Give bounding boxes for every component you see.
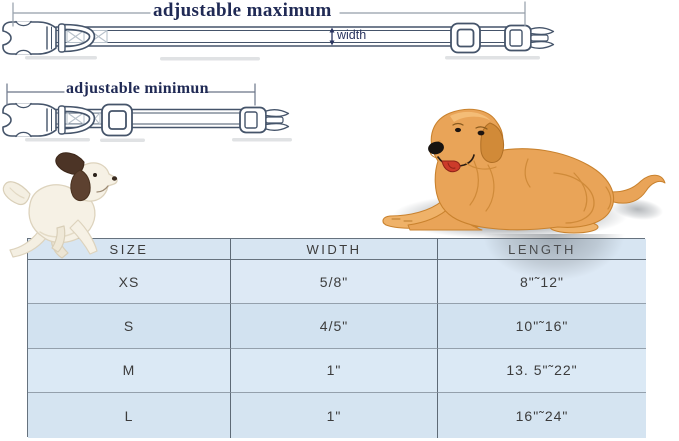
table-cell-xs-size: XS [28, 260, 231, 304]
buckle-female-icon [2, 102, 57, 138]
adjustable-maximum-label: adjustable maximum [153, 0, 332, 21]
d-ring-icon [57, 105, 96, 135]
small-dog-illustration [2, 152, 118, 259]
d-ring-icon [57, 23, 96, 53]
max-dimension-lines [12, 1, 526, 27]
table-cell-m-length: 13. 5"˜22" [438, 348, 646, 393]
tri-glide-icon [450, 22, 481, 54]
table-cell-m-width: 1" [231, 348, 438, 393]
buckle-female-icon [2, 20, 57, 56]
table-cell-m-size: M [28, 348, 231, 393]
table-cell-xs-length: 8"˜12" [438, 260, 646, 304]
size-table-header-size: SIZE [28, 239, 231, 260]
min-dimension-lines [6, 83, 256, 106]
table-cell-s-size: S [28, 304, 231, 349]
collar-diagrams [2, 1, 555, 142]
width-label: width [337, 28, 367, 42]
table-cell-xs-width: 5/8" [231, 260, 438, 304]
buckle-male-icon [239, 106, 290, 134]
buckle-male-icon [504, 24, 555, 52]
table-cell-l-width: 1" [231, 393, 438, 438]
collar-max-diagram [2, 1, 555, 56]
table-cell-s-length: 10"˜16" [438, 304, 646, 349]
large-dog-illustration [382, 108, 666, 234]
adjustable-minimum-label: adjustable minimun [66, 80, 209, 97]
width-arrow-icon [329, 27, 335, 46]
tri-glide-icon [101, 103, 133, 137]
table-cell-s-width: 4/5" [231, 304, 438, 349]
table-cell-l-length: 16"˜24" [438, 393, 646, 438]
collar-min-diagram [2, 83, 290, 138]
table-cell-l-size: L [28, 393, 231, 438]
